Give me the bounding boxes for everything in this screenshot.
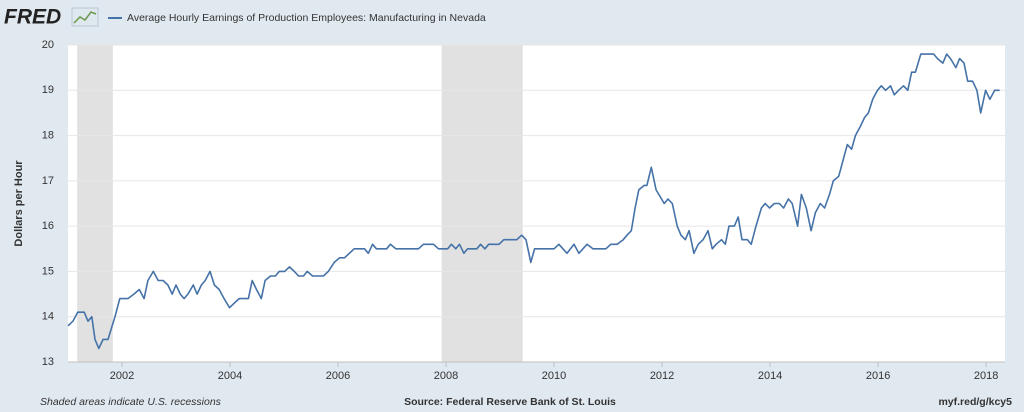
y-axis-label: Dollars per Hour xyxy=(13,160,25,247)
data-line xyxy=(67,53,1000,350)
x-tick-label: 2016 xyxy=(866,370,890,382)
source: Source: Federal Reserve Bank of St. Loui… xyxy=(404,396,616,408)
y-tick-label: 16 xyxy=(42,220,54,232)
x-tick-label: 2010 xyxy=(542,370,566,382)
logo: FRED xyxy=(4,6,61,29)
y-tick-label: 15 xyxy=(42,265,54,277)
y-tick-label: 20 xyxy=(42,39,54,51)
x-tick-label: 2008 xyxy=(434,370,458,382)
x-tick-label: 2014 xyxy=(758,370,782,382)
url[interactable]: myf.red/g/kcy5 xyxy=(938,396,1012,408)
recession-band xyxy=(441,45,523,362)
y-tick-label: 18 xyxy=(42,129,54,141)
x-tick-label: 2012 xyxy=(650,370,674,382)
x-tick-label: 2004 xyxy=(218,370,242,382)
x-tick-label: 2006 xyxy=(326,370,350,382)
x-tick-label: 2002 xyxy=(110,370,134,382)
y-tick-label: 13 xyxy=(42,356,54,368)
logo-icon xyxy=(71,7,99,27)
recession-band xyxy=(77,45,113,362)
y-tick-label: 14 xyxy=(42,311,54,323)
y-tick-label: 17 xyxy=(42,175,54,187)
y-tick-label: 19 xyxy=(42,84,54,96)
plot-area xyxy=(68,45,1005,362)
footnote: Shaded areas indicate U.S. recessions xyxy=(40,396,222,408)
legend-label: Average Hourly Earnings of Production Em… xyxy=(127,12,486,24)
x-tick-label: 2018 xyxy=(974,370,998,382)
